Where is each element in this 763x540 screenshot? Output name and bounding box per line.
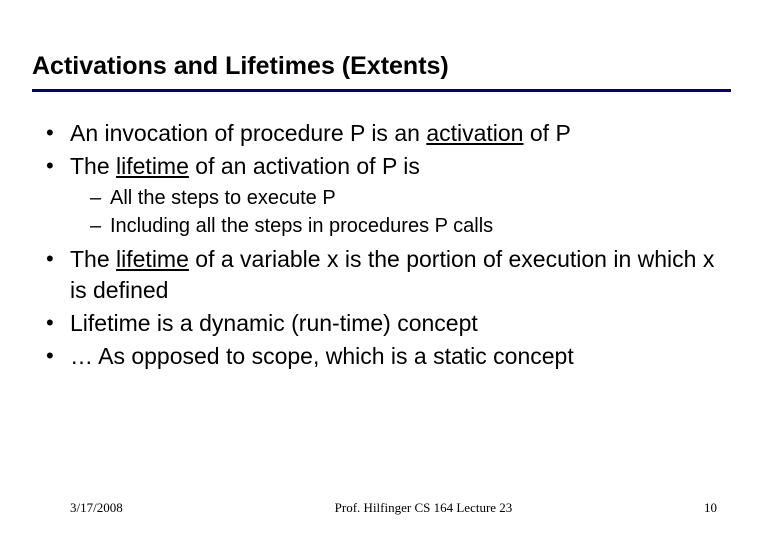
title-rule: [32, 89, 731, 92]
bullet-4: Lifetime is a dynamic (run-time) concept: [40, 308, 731, 339]
sub-2: Including all the steps in procedures P …: [88, 212, 731, 240]
b2b: of an activation of P is: [189, 153, 420, 179]
b1a: An invocation of procedure P is an: [70, 120, 426, 146]
footer-center: Prof. Hilfinger CS 164 Lecture 23: [190, 500, 657, 516]
b1-underline: activation: [426, 120, 523, 146]
b3a: The: [70, 246, 116, 272]
b2-underline: lifetime: [116, 153, 189, 179]
footer: 3/17/2008 Prof. Hilfinger CS 164 Lecture…: [0, 500, 763, 516]
sub-list: All the steps to execute P Including all…: [70, 184, 731, 240]
bullet-3: The lifetime of a variable x is the port…: [40, 244, 731, 306]
bullet-2: The lifetime of an activation of P is Al…: [40, 151, 731, 240]
b1b: of P: [523, 120, 570, 146]
bullet-5: … As opposed to scope, which is a static…: [40, 341, 731, 372]
slide: Activations and Lifetimes (Extents) An i…: [0, 0, 763, 372]
b3-underline: lifetime: [116, 246, 189, 272]
footer-date: 3/17/2008: [70, 500, 190, 516]
b2a: The: [70, 153, 116, 179]
slide-title: Activations and Lifetimes (Extents): [32, 52, 731, 81]
bullet-list: An invocation of procedure P is an activ…: [32, 118, 731, 372]
footer-page: 10: [657, 500, 717, 516]
bullet-1: An invocation of procedure P is an activ…: [40, 118, 731, 149]
sub-1: All the steps to execute P: [88, 184, 731, 212]
